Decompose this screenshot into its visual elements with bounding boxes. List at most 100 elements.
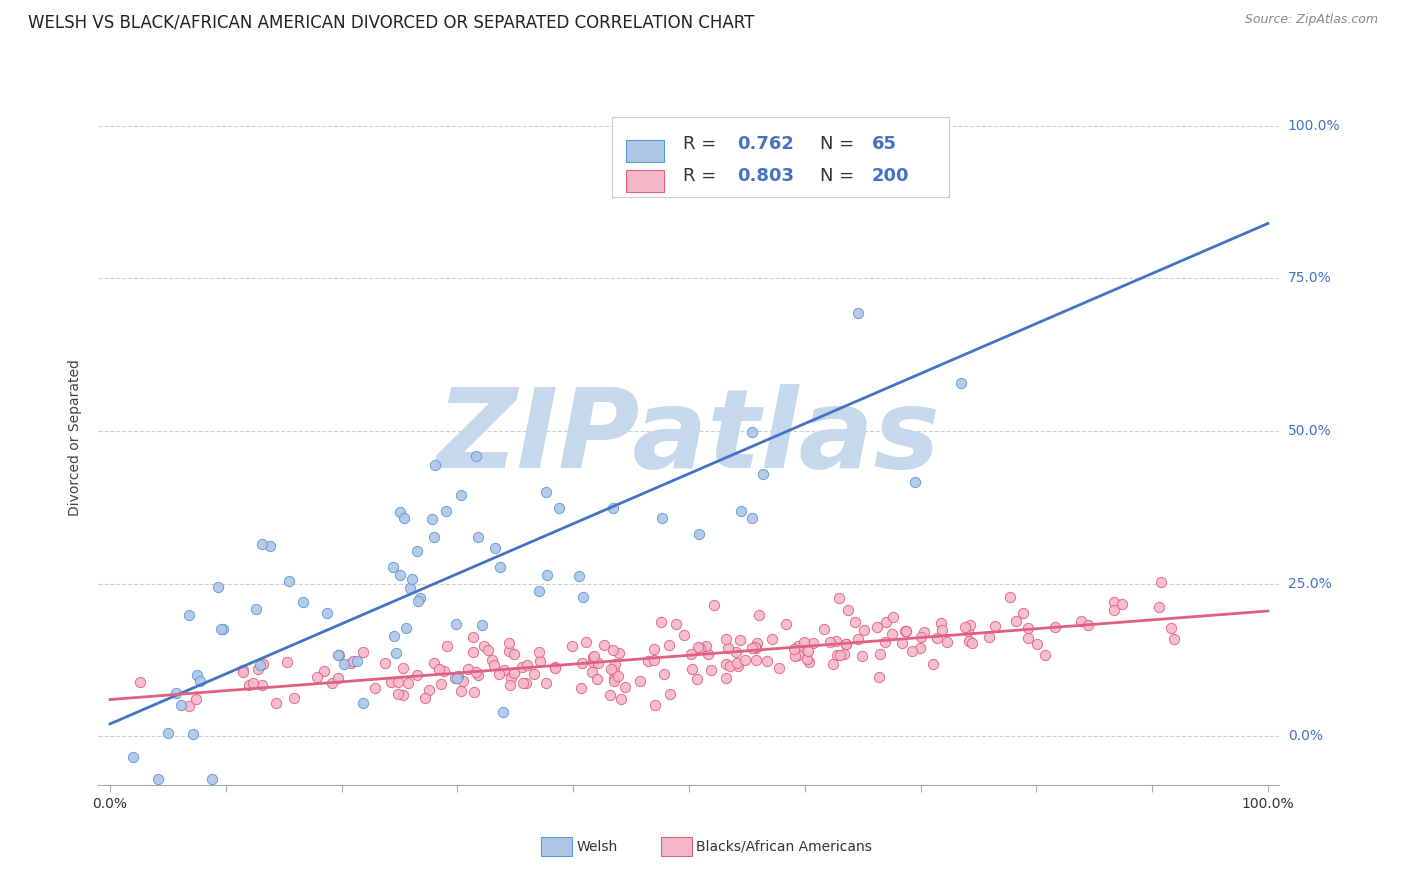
Point	[846, 306, 869, 320]
Text: 25.0%: 25.0%	[1288, 576, 1331, 591]
Point	[644, 698, 666, 712]
Point	[249, 658, 271, 673]
Point	[392, 688, 415, 702]
Point	[727, 658, 749, 673]
Point	[465, 449, 488, 463]
Point	[250, 537, 273, 551]
Point	[457, 662, 479, 676]
Point	[835, 637, 858, 651]
Point	[725, 657, 748, 671]
Point	[250, 678, 273, 692]
Point	[488, 560, 510, 574]
Point	[385, 646, 408, 660]
Point	[471, 618, 494, 632]
Point	[512, 660, 534, 674]
Point	[953, 620, 976, 634]
Point	[925, 632, 948, 646]
Point	[307, 670, 329, 684]
Point	[868, 670, 890, 684]
Point	[512, 675, 534, 690]
Point	[252, 657, 274, 671]
Point	[957, 634, 980, 648]
Point	[502, 665, 524, 680]
Point	[436, 639, 458, 653]
Point	[387, 674, 409, 689]
Point	[434, 504, 457, 518]
Point	[607, 646, 630, 660]
Point	[734, 653, 756, 667]
Point	[481, 653, 503, 667]
Point	[866, 620, 889, 634]
Point	[283, 691, 305, 706]
Point	[936, 635, 959, 649]
Text: 65: 65	[872, 136, 897, 153]
Point	[741, 425, 763, 440]
Point	[628, 674, 651, 689]
Point	[1076, 617, 1098, 632]
FancyBboxPatch shape	[612, 117, 949, 197]
Point	[1160, 621, 1182, 635]
Point	[643, 641, 665, 656]
Point	[1111, 597, 1133, 611]
Point	[724, 645, 747, 659]
Point	[730, 504, 752, 518]
Text: 75.0%: 75.0%	[1288, 271, 1331, 285]
Text: ZIPatlas: ZIPatlas	[437, 384, 941, 491]
Point	[717, 640, 740, 655]
Point	[699, 663, 721, 677]
Point	[170, 698, 193, 712]
Text: 100.0%: 100.0%	[1288, 119, 1340, 133]
Point	[614, 681, 637, 695]
Point	[488, 667, 510, 681]
Point	[333, 657, 356, 672]
Point	[582, 656, 605, 670]
Point	[689, 641, 711, 656]
Point	[165, 686, 187, 700]
Point	[207, 580, 229, 594]
Text: Source: ZipAtlas.com: Source: ZipAtlas.com	[1244, 13, 1378, 27]
Point	[472, 639, 495, 653]
Point	[910, 630, 932, 644]
Point	[186, 668, 208, 682]
Point	[730, 632, 752, 647]
Point	[389, 568, 412, 582]
Point	[380, 674, 402, 689]
Point	[718, 658, 741, 673]
Point	[494, 663, 516, 677]
Point	[395, 621, 418, 635]
Point	[569, 681, 592, 695]
Point	[326, 671, 349, 685]
Point	[801, 636, 824, 650]
Point	[292, 595, 315, 609]
Point	[600, 662, 623, 676]
Point	[413, 691, 436, 706]
Point	[433, 665, 456, 679]
Point	[1102, 603, 1125, 617]
Point	[775, 616, 797, 631]
Text: R =: R =	[683, 167, 723, 186]
Point	[686, 673, 709, 687]
Point	[581, 665, 603, 679]
Point	[544, 661, 567, 675]
Point	[482, 657, 505, 672]
Point	[873, 634, 896, 648]
Point	[977, 630, 1000, 644]
Point	[423, 530, 446, 544]
Point	[312, 665, 335, 679]
Point	[1033, 648, 1056, 662]
Point	[238, 678, 260, 692]
Point	[392, 511, 415, 525]
Point	[148, 772, 170, 786]
Point	[744, 640, 766, 655]
Point	[398, 581, 420, 595]
Point	[316, 607, 339, 621]
Point	[650, 615, 672, 629]
Point	[797, 644, 820, 658]
Point	[602, 643, 624, 657]
Point	[405, 543, 427, 558]
Point	[328, 648, 350, 662]
Point	[665, 617, 688, 632]
Point	[1000, 590, 1022, 604]
Point	[388, 505, 411, 519]
Point	[352, 645, 374, 659]
